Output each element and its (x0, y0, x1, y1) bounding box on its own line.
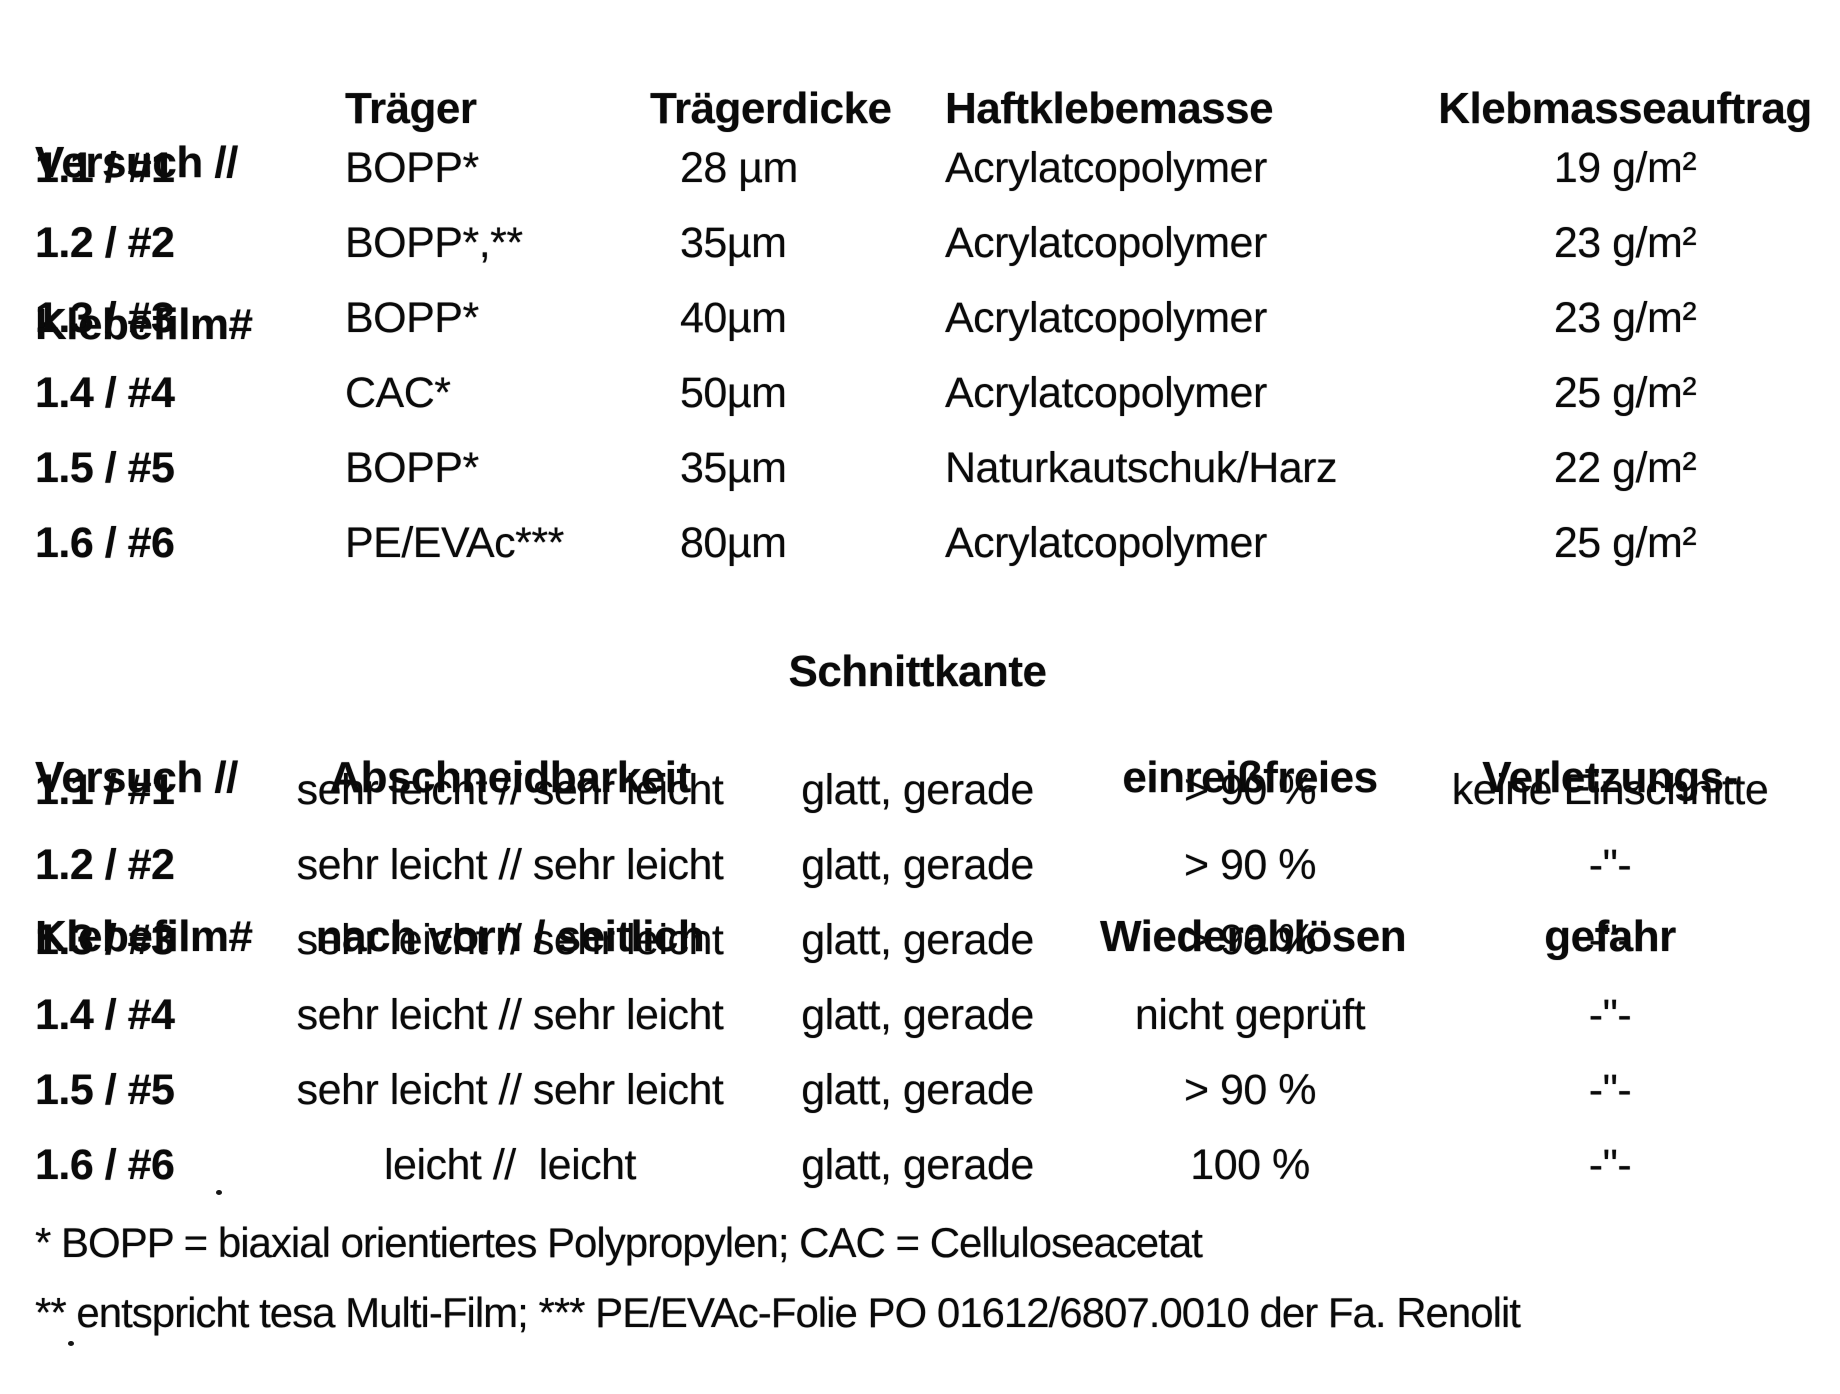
t1-cell-haftklebemasse: Acrylatcopolymer (945, 369, 1267, 417)
t2-row-id: 1.4 / #4 (35, 991, 175, 1039)
t1-header-versuch-line2: Klebefilm# (35, 300, 253, 349)
t2-header-schnittkante: Schnittkante (788, 647, 1047, 696)
t2-row-id: 1.2 / #2 (35, 841, 175, 889)
t2-cell-wiederabloesen: > 90 % (1183, 841, 1317, 889)
t2-header-verletzungsgefahr-line2: gefahr (1544, 912, 1676, 961)
t1-row-id: 1.4 / #4 (35, 369, 175, 417)
t1-cell-klebmasseauftrag: 19 g/m² (1553, 144, 1697, 192)
t1-header-haftklebemasse: Haftklebemasse (945, 84, 1274, 133)
t2-cell-verletzungsgefahr: keine Einschnitte (1451, 766, 1769, 814)
t2-header-versuch-klebefilm: Versuch // Klebefilm# (35, 645, 285, 1069)
t1-cell-traeger: BOPP*,** (345, 219, 523, 267)
t2-cell-schnittkante: glatt, gerade (801, 991, 1034, 1039)
t2-header-wiederabloesen-line2: Wiederablösen (1100, 912, 1407, 961)
table-klebefilm-aufbau: Versuch // Klebefilm# Träger Trägerdicke… (35, 28, 1820, 595)
t1-cell-klebmasseauftrag: 25 g/m² (1553, 369, 1697, 417)
t2-cell-schnittkante: glatt, gerade (801, 916, 1034, 964)
t1-cell-traeger: BOPP* (345, 444, 479, 492)
t1-cell-haftklebemasse: Acrylatcopolymer (945, 144, 1267, 192)
t2-cell-wiederabloesen: > 90 % (1183, 766, 1317, 814)
t1-cell-traeger: CAC* (345, 369, 451, 417)
scan-speck (216, 1190, 222, 1195)
t1-cell-klebmasseauftrag: 23 g/m² (1553, 219, 1697, 267)
t2-row-id: 1.3 / #3 (35, 916, 175, 964)
t1-row-id: 1.6 / #6 (35, 519, 175, 567)
t1-cell-traeger: BOPP* (345, 294, 479, 342)
t2-row-id: 1.1 / #1 (35, 766, 175, 814)
t1-cell-klebmasseauftrag: 22 g/m² (1553, 444, 1697, 492)
t1-cell-traegerdicke: 35µm (680, 219, 787, 267)
t1-cell-haftklebemasse: Acrylatcopolymer (945, 519, 1267, 567)
t2-header-wiederabloesen-line1: einreißfreies (1122, 753, 1378, 802)
t2-header-abschneidbarkeit: Abschneidbarkeit nach vorn / seitlich (285, 645, 735, 1069)
t2-cell-abschneidbarkeit: leicht // leicht (384, 1141, 637, 1189)
t2-cell-schnittkante: glatt, gerade (801, 841, 1034, 889)
t1-cell-traeger: PE/EVAc*** (345, 519, 564, 567)
t2-cell-abschneidbarkeit: sehr leicht // sehr leicht (296, 916, 724, 964)
t1-cell-traegerdicke: 50µm (680, 369, 787, 417)
scan-speck (68, 1341, 74, 1346)
t2-header-verletzungsgefahr-line1: Verletzungs- (1482, 753, 1738, 802)
t2-cell-verletzungsgefahr-ditto: -"- (1588, 841, 1632, 889)
t1-header-versuch-line1: Versuch // (35, 138, 238, 187)
t2-row-id: 1.5 / #5 (35, 1066, 175, 1114)
t1-header-versuch-klebefilm: Versuch // Klebefilm# (35, 28, 345, 460)
t2-cell-verletzungsgefahr-ditto: -"- (1588, 916, 1632, 964)
t2-cell-wiederabloesen: 100 % (1190, 1141, 1310, 1189)
t2-cell-abschneidbarkeit: sehr leicht // sehr leicht (296, 841, 724, 889)
t2-cell-schnittkante: glatt, gerade (801, 1141, 1034, 1189)
t2-cell-abschneidbarkeit: sehr leicht // sehr leicht (296, 1066, 724, 1114)
t1-header-klebmasseauftrag: Klebmasseauftrag (1438, 84, 1812, 133)
t2-cell-wiederabloesen: nicht geprüft (1134, 991, 1366, 1039)
t1-row-id: 1.5 / #5 (35, 444, 175, 492)
t1-cell-klebmasseauftrag: 23 g/m² (1553, 294, 1697, 342)
t1-cell-traegerdicke: 35µm (680, 444, 787, 492)
t2-header-verletzungsgefahr: Verletzungs- gefahr (1400, 645, 1820, 1069)
footnote-bopp-cac: * BOPP = biaxial orientiertes Polypropyl… (35, 1219, 1203, 1266)
t2-cell-abschneidbarkeit: sehr leicht // sehr leicht (296, 766, 724, 814)
t1-cell-traeger: BOPP* (345, 144, 479, 192)
t2-header-abschneidbarkeit-line2: nach vorn / seitlich (315, 912, 705, 961)
t2-cell-schnittkante: glatt, gerade (801, 766, 1034, 814)
t1-cell-traegerdicke: 40µm (680, 294, 787, 342)
t2-cell-verletzungsgefahr-ditto: -"- (1588, 991, 1632, 1039)
t2-cell-verletzungsgefahr-ditto: -"- (1588, 1066, 1632, 1114)
t1-cell-traegerdicke: 28 µm (680, 144, 798, 192)
t2-cell-wiederabloesen: > 90 % (1183, 916, 1317, 964)
t2-row-id: 1.6 / #6 (35, 1141, 175, 1189)
t2-header-abschneidbarkeit-line1: Abschneidbarkeit (329, 753, 691, 802)
t2-header-versuch-line1: Versuch // (35, 753, 238, 802)
t2-cell-verletzungsgefahr-ditto: -"- (1588, 1141, 1632, 1189)
footnote-tesa-renolit: ** entspricht tesa Multi-Film; *** PE/EV… (35, 1289, 1521, 1336)
t1-header-traegerdicke: Trägerdicke (650, 84, 892, 133)
t1-cell-haftklebemasse: Acrylatcopolymer (945, 219, 1267, 267)
t2-cell-schnittkante: glatt, gerade (801, 1066, 1034, 1114)
t1-cell-klebmasseauftrag: 25 g/m² (1553, 519, 1697, 567)
t2-cell-wiederabloesen: > 90 % (1183, 1066, 1317, 1114)
t2-cell-abschneidbarkeit: sehr leicht // sehr leicht (296, 991, 724, 1039)
t1-header-traeger: Träger (345, 84, 477, 133)
t2-header-wiederabloesen: einreißfreies Wiederablösen (1100, 645, 1407, 1069)
t1-row-id: 1.1 / #1 (35, 144, 175, 192)
t1-cell-haftklebemasse: Acrylatcopolymer (945, 294, 1267, 342)
t1-row-id: 1.2 / #2 (35, 219, 175, 267)
t2-header-versuch-line2: Klebefilm# (35, 912, 253, 961)
t1-row-id: 1.3 / #3 (35, 294, 175, 342)
table-schneid-ergebnisse: Versuch // Klebefilm# Abschneidbarkeit n… (35, 645, 1820, 1217)
t1-cell-haftklebemasse: Naturkautschuk/Harz (945, 444, 1338, 492)
t1-cell-traegerdicke: 80µm (680, 519, 787, 567)
